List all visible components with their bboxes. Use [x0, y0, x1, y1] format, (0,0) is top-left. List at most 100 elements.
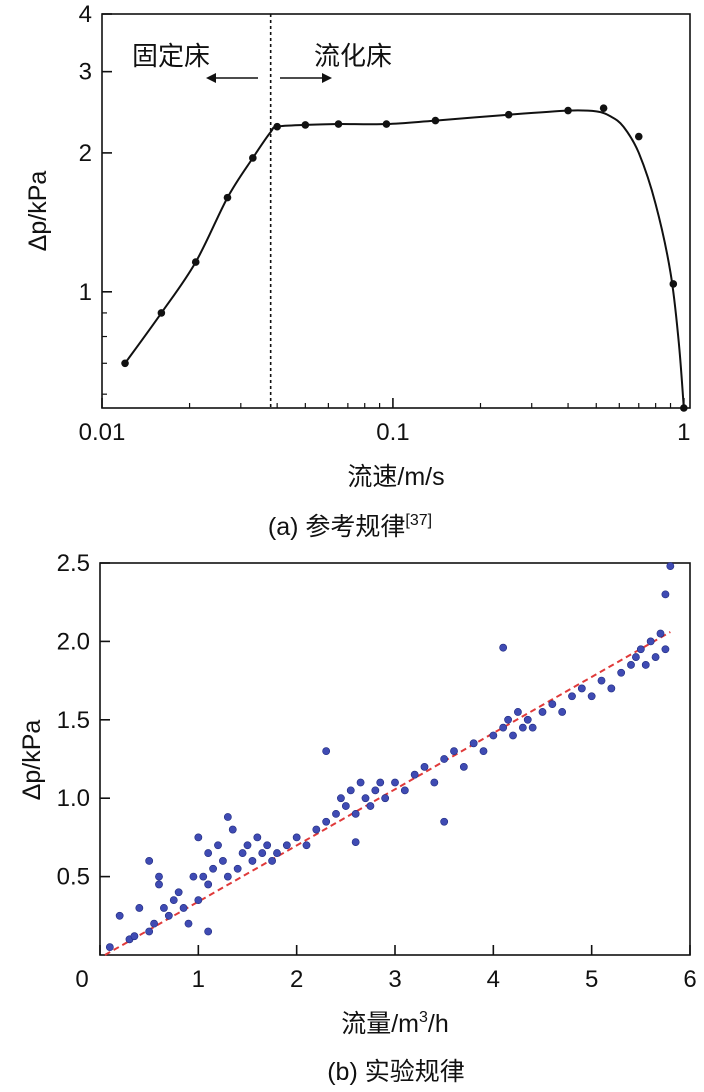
chart-b-data-point: [666, 562, 675, 571]
chart-b-x-axis-label-tail: /h: [428, 1010, 449, 1038]
chart-b-data-point: [538, 708, 547, 716]
chart-a-data-point: [564, 106, 572, 115]
chart-b-data-point: [184, 919, 193, 928]
chart-b-data-point: [312, 825, 321, 834]
chart-a-x-axis-label: 流速/m/s: [347, 463, 444, 491]
chart-b-data-point: [204, 927, 213, 936]
chart-b-experimental-law: 0 1 2 3 4 5 60.51.01.52.02.5 流量/m3/h Δp/kPa (b…: [18, 550, 697, 1086]
chart-b-data-point: [651, 653, 660, 661]
chart-b-data-point: [169, 896, 178, 905]
chart-b-x-axis-label-main: 流量/m: [341, 1010, 419, 1038]
chart-b-data-point: [410, 770, 419, 779]
chart-a-series-line: [124, 109, 685, 409]
chart-b-x-axis-label-sup: 3: [419, 1009, 428, 1026]
chart-a-y-tick-label: 1: [79, 279, 92, 306]
chart-b-data-point: [223, 872, 232, 881]
chart-b-data-point: [273, 849, 281, 857]
chart-b-data-point: [160, 904, 168, 912]
chart-b-y-tick-label: 2.5: [57, 550, 90, 577]
chart-b-data-point: [661, 645, 670, 654]
chart-a-data-point: [301, 121, 310, 129]
chart-b-x-tick-label: 3: [388, 966, 401, 993]
chart-b-data-point: [219, 857, 227, 865]
chart-a-data-point: [191, 258, 200, 266]
chart-a-caption-ref: [37]: [405, 512, 432, 529]
chart-a-y-tick-label: 3: [79, 59, 92, 86]
chart-b-data-point: [292, 833, 301, 842]
chart-b-data-point: [253, 833, 262, 842]
chart-b-data-point: [135, 904, 144, 912]
chart-a-data-point: [431, 116, 440, 125]
chart-a-data-point: [249, 154, 257, 162]
chart-b-data-point: [209, 864, 217, 873]
chart-b-data-point: [115, 911, 124, 920]
chart-b-data-point: [636, 645, 645, 654]
chart-b-data-point: [430, 778, 439, 787]
chart-b-data-point: [489, 731, 498, 740]
chart-b-data-point: [268, 857, 276, 865]
chart-a-data-point: [599, 104, 608, 112]
chart-b-data-point: [577, 684, 586, 693]
chart-b-data-point: [656, 629, 665, 638]
chart-a-annotation-fluidized-bed: 流化床: [314, 41, 392, 71]
chart-b-data-point: [228, 825, 237, 834]
chart-b-data-point: [548, 700, 557, 709]
chart-b-y-tick-label: 0.5: [57, 864, 90, 891]
chart-b-data-point: [479, 747, 488, 756]
chart-b-data-point: [381, 794, 390, 803]
chart-b-x-tick-label: 5: [585, 966, 598, 993]
chart-b-data-point: [518, 723, 527, 732]
chart-b-data-point: [233, 864, 242, 873]
chart-b-data-point: [351, 809, 360, 818]
chart-a-caption-text: (a) 参考规律: [268, 513, 406, 541]
chart-b-data-point: [459, 762, 468, 771]
chart-a-data-points: [121, 104, 688, 412]
chart-b-data-point: [105, 943, 114, 952]
chart-b-data-point: [440, 817, 449, 826]
chart-b-data-point: [641, 661, 650, 669]
chart-b-data-point: [376, 778, 385, 787]
chart-a-arrow-left: [206, 73, 258, 83]
chart-b-data-point: [646, 637, 655, 646]
chart-b-data-point: [509, 731, 517, 740]
chart-a-data-point: [504, 110, 513, 119]
chart-b-data-point: [164, 911, 173, 920]
chart-b-data-point: [282, 841, 291, 850]
chart-b-data-point: [199, 872, 208, 881]
chart-b-data-point: [361, 794, 370, 803]
chart-b-data-point: [450, 747, 458, 756]
chart-b-data-point: [332, 809, 340, 818]
chart-b-caption: (b) 实验规律: [327, 1058, 465, 1086]
chart-b-data-point: [523, 715, 532, 724]
chart-b-x-tick-label: 6: [683, 966, 696, 993]
chart-b-data-point: [356, 778, 365, 787]
chart-b-data-point: [391, 778, 399, 787]
chart-b-x-tick-label: 1: [192, 966, 205, 993]
chart-b-data-point: [204, 880, 213, 889]
chart-b-data-point: [130, 932, 139, 941]
chart-a-x-tick-label: 1: [677, 419, 690, 446]
chart-b-data-point: [440, 755, 449, 763]
chart-b-data-point: [341, 802, 350, 810]
chart-a-data-point: [157, 309, 166, 317]
chart-b-x-tick-label: 2: [290, 966, 303, 993]
chart-a-y-axis-label: Δp/kPa: [24, 171, 52, 252]
chart-a-data-point: [382, 120, 391, 128]
chart-b-data-point: [499, 643, 508, 652]
chart-b-plot-frame: [99, 562, 691, 956]
chart-b-data-points: [105, 562, 675, 952]
chart-b-data-point: [150, 919, 158, 928]
chart-b-data-point: [179, 904, 188, 912]
chart-b-data-point: [617, 668, 626, 677]
chart-b-data-point: [194, 833, 203, 842]
chart-a-data-point: [634, 132, 643, 141]
chart-b-data-point: [238, 849, 247, 857]
chart-a-arrow-right: [280, 73, 332, 83]
chart-b-data-point: [587, 692, 596, 701]
chart-b-data-point: [597, 676, 606, 685]
chart-a-y-tick-label: 2: [79, 140, 92, 167]
chart-b-data-point: [204, 849, 213, 857]
chart-b-data-point: [223, 813, 232, 821]
chart-b-data-point: [194, 896, 203, 905]
chart-b-y-tick-label: 1.0: [57, 785, 90, 812]
